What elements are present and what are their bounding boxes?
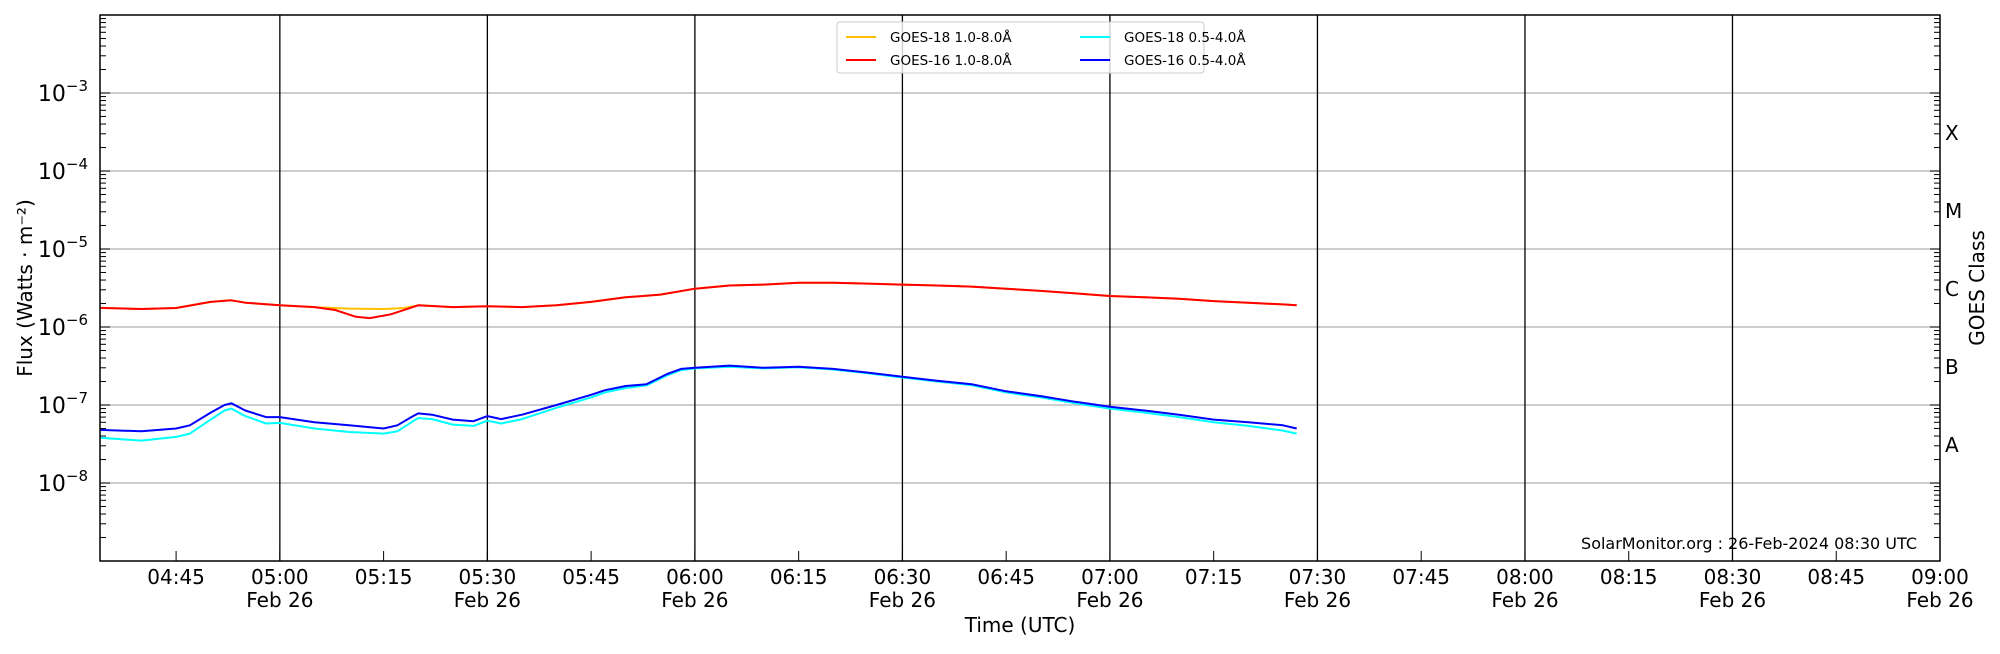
x-tick-time: 05:30 (459, 565, 517, 589)
x-tick-time: 07:15 (1185, 565, 1243, 589)
goes-class-X: X (1945, 121, 1959, 145)
y-tick-label: 10−3 (38, 77, 88, 107)
x-tick-time: 05:00 (251, 565, 309, 589)
y-tick-label: 10−6 (38, 311, 88, 341)
y-tick-label: 10−5 (38, 233, 88, 263)
x-tick-time: 04:45 (147, 565, 205, 589)
x-tick-time: 08:15 (1600, 565, 1658, 589)
legend: GOES-18 1.0-8.0Å GOES-16 1.0-8.0Å GOES-18 … (836, 21, 1246, 74)
goes-class-C: C (1945, 277, 1959, 301)
x-tick-time: 06:45 (977, 565, 1035, 589)
series-line-2 (99, 365, 1297, 442)
x-tick-time: 05:45 (562, 565, 620, 589)
x-tick-time: 07:30 (1289, 565, 1347, 589)
legend-label: GOES-16 1.0-8.0Å (890, 52, 1012, 69)
series-line-3 (99, 364, 1297, 433)
y-axis-label: Flux (Watts · m⁻²) (13, 199, 37, 377)
legend-label: GOES-16 0.5-4.0Å (1124, 52, 1246, 69)
x-tick-date: Feb 26 (1284, 588, 1351, 612)
y-tick-labels: 10−3 10−4 10−5 10−6 10−7 10−8 (38, 77, 88, 497)
x-tick-time: 07:00 (1081, 565, 1139, 589)
x-tick-date: Feb 26 (246, 588, 313, 612)
watermark: SolarMonitor.org : 26-Feb-2024 08:30 UTC (1581, 534, 1917, 553)
x-tick-time: 09:00 (1911, 565, 1969, 589)
x-tick-date: Feb 26 (661, 588, 728, 612)
goes-class-labels: X M C B A (1945, 121, 1962, 457)
x-tick-time: 06:15 (770, 565, 828, 589)
x-tick-time: 08:45 (1807, 565, 1865, 589)
x-tick-time: 05:15 (355, 565, 413, 589)
x-tick-date: Feb 26 (1491, 588, 1558, 612)
y-tick-label: 10−8 (38, 467, 88, 497)
x-tick-time: 06:30 (874, 565, 932, 589)
x-tick-date: Feb 26 (1906, 588, 1973, 612)
goes-class-A: A (1945, 433, 1959, 457)
x-tick-time: 08:30 (1704, 565, 1762, 589)
x-axis-label: Time (UTC) (964, 613, 1076, 637)
x-tick-date: Feb 26 (1699, 588, 1766, 612)
y-tick-label: 10−7 (38, 389, 88, 419)
x-tick-time: 08:00 (1496, 565, 1554, 589)
x-tick-date: Feb 26 (454, 588, 521, 612)
x-tick-time: 06:00 (666, 565, 724, 589)
right-axis-label: GOES Class (1965, 230, 1989, 346)
plot-frame (99, 14, 1941, 562)
legend-label: GOES-18 0.5-4.0Å (1124, 29, 1246, 46)
goes-class-M: M (1945, 199, 1962, 223)
legend-label: GOES-18 1.0-8.0Å (890, 29, 1012, 46)
grid (100, 92, 1940, 484)
legend-box (836, 21, 1205, 74)
series-line-1 (99, 281, 1297, 320)
y-tick-label: 10−4 (38, 155, 88, 185)
x-tick-date: Feb 26 (869, 588, 936, 612)
series-lines (99, 281, 1297, 442)
axis-ticks (100, 18, 1941, 562)
x-tick-time: 07:45 (1392, 565, 1450, 589)
x-tick-date: Feb 26 (1076, 588, 1143, 612)
goes-class-B: B (1945, 355, 1959, 379)
